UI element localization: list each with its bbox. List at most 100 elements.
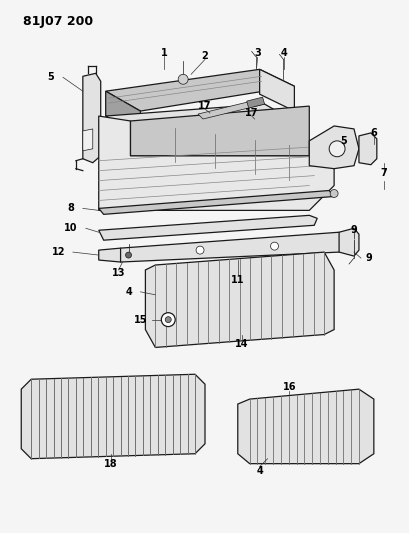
Polygon shape [305,394,311,463]
Polygon shape [62,379,68,457]
Polygon shape [106,378,112,455]
Polygon shape [166,376,172,454]
Polygon shape [237,389,373,464]
Polygon shape [129,377,135,455]
Polygon shape [219,260,228,342]
Polygon shape [114,377,120,455]
Polygon shape [293,255,302,336]
Polygon shape [198,99,264,119]
Polygon shape [106,91,140,136]
Text: 7: 7 [380,168,386,177]
Polygon shape [259,69,294,111]
Polygon shape [155,292,170,300]
Polygon shape [198,262,207,343]
Polygon shape [121,377,127,455]
Text: 10: 10 [64,223,77,233]
Polygon shape [99,190,333,214]
Circle shape [196,246,204,254]
Polygon shape [99,248,128,262]
Polygon shape [289,396,295,463]
Polygon shape [209,261,218,342]
Polygon shape [158,376,164,454]
Text: 18: 18 [103,459,117,469]
Polygon shape [328,392,334,463]
Polygon shape [99,378,105,456]
Polygon shape [47,379,53,457]
Polygon shape [181,375,187,453]
Polygon shape [281,397,288,463]
Polygon shape [312,394,319,463]
Polygon shape [144,377,150,454]
Text: 14: 14 [234,340,248,350]
Polygon shape [240,259,249,340]
Text: 3: 3 [254,49,261,59]
Text: 17: 17 [198,101,211,111]
Polygon shape [40,380,45,457]
Text: 4: 4 [125,287,132,297]
Text: 11: 11 [230,275,244,285]
Circle shape [328,141,344,157]
Polygon shape [258,399,264,463]
Polygon shape [145,252,333,348]
Polygon shape [166,264,175,345]
Polygon shape [272,256,281,337]
Polygon shape [344,391,350,463]
Polygon shape [229,260,239,341]
Circle shape [161,313,175,327]
Polygon shape [297,395,303,463]
Circle shape [329,190,337,197]
Text: 9: 9 [364,253,371,263]
Polygon shape [92,378,97,456]
Text: 17: 17 [244,108,258,118]
Polygon shape [250,399,256,463]
Polygon shape [76,378,83,456]
Polygon shape [338,228,358,256]
Polygon shape [21,374,204,459]
Polygon shape [32,380,38,458]
Polygon shape [99,215,317,240]
Polygon shape [54,379,61,457]
Circle shape [165,317,171,322]
Polygon shape [106,104,294,136]
Polygon shape [274,397,280,463]
Polygon shape [83,74,101,163]
Circle shape [270,242,278,250]
Polygon shape [320,393,326,463]
Polygon shape [136,377,142,455]
Polygon shape [106,69,294,111]
Polygon shape [282,255,291,337]
Text: 4: 4 [256,466,262,475]
Polygon shape [261,257,270,338]
Polygon shape [151,376,157,454]
Text: 13: 13 [112,268,125,278]
Polygon shape [83,129,92,151]
Polygon shape [336,392,342,463]
Polygon shape [84,378,90,456]
Polygon shape [351,390,357,463]
Text: 2: 2 [201,51,208,61]
Polygon shape [266,398,272,463]
Circle shape [125,252,131,258]
Polygon shape [308,126,358,168]
Polygon shape [173,376,179,454]
Text: 1: 1 [160,49,167,59]
Text: 81J07 200: 81J07 200 [23,15,93,28]
Polygon shape [188,375,194,453]
Circle shape [178,74,188,84]
Text: 16: 16 [282,382,295,392]
Polygon shape [314,253,323,334]
Text: 15: 15 [133,314,147,325]
Polygon shape [246,97,264,108]
Polygon shape [358,133,376,165]
Polygon shape [303,254,312,335]
Polygon shape [130,106,308,156]
Text: 8: 8 [67,204,74,213]
Polygon shape [99,116,333,211]
Text: 5: 5 [340,136,346,146]
Polygon shape [188,263,197,344]
Polygon shape [120,232,343,262]
Text: 6: 6 [370,128,376,138]
Polygon shape [69,379,75,457]
Text: 12: 12 [52,247,65,257]
Polygon shape [177,264,186,345]
